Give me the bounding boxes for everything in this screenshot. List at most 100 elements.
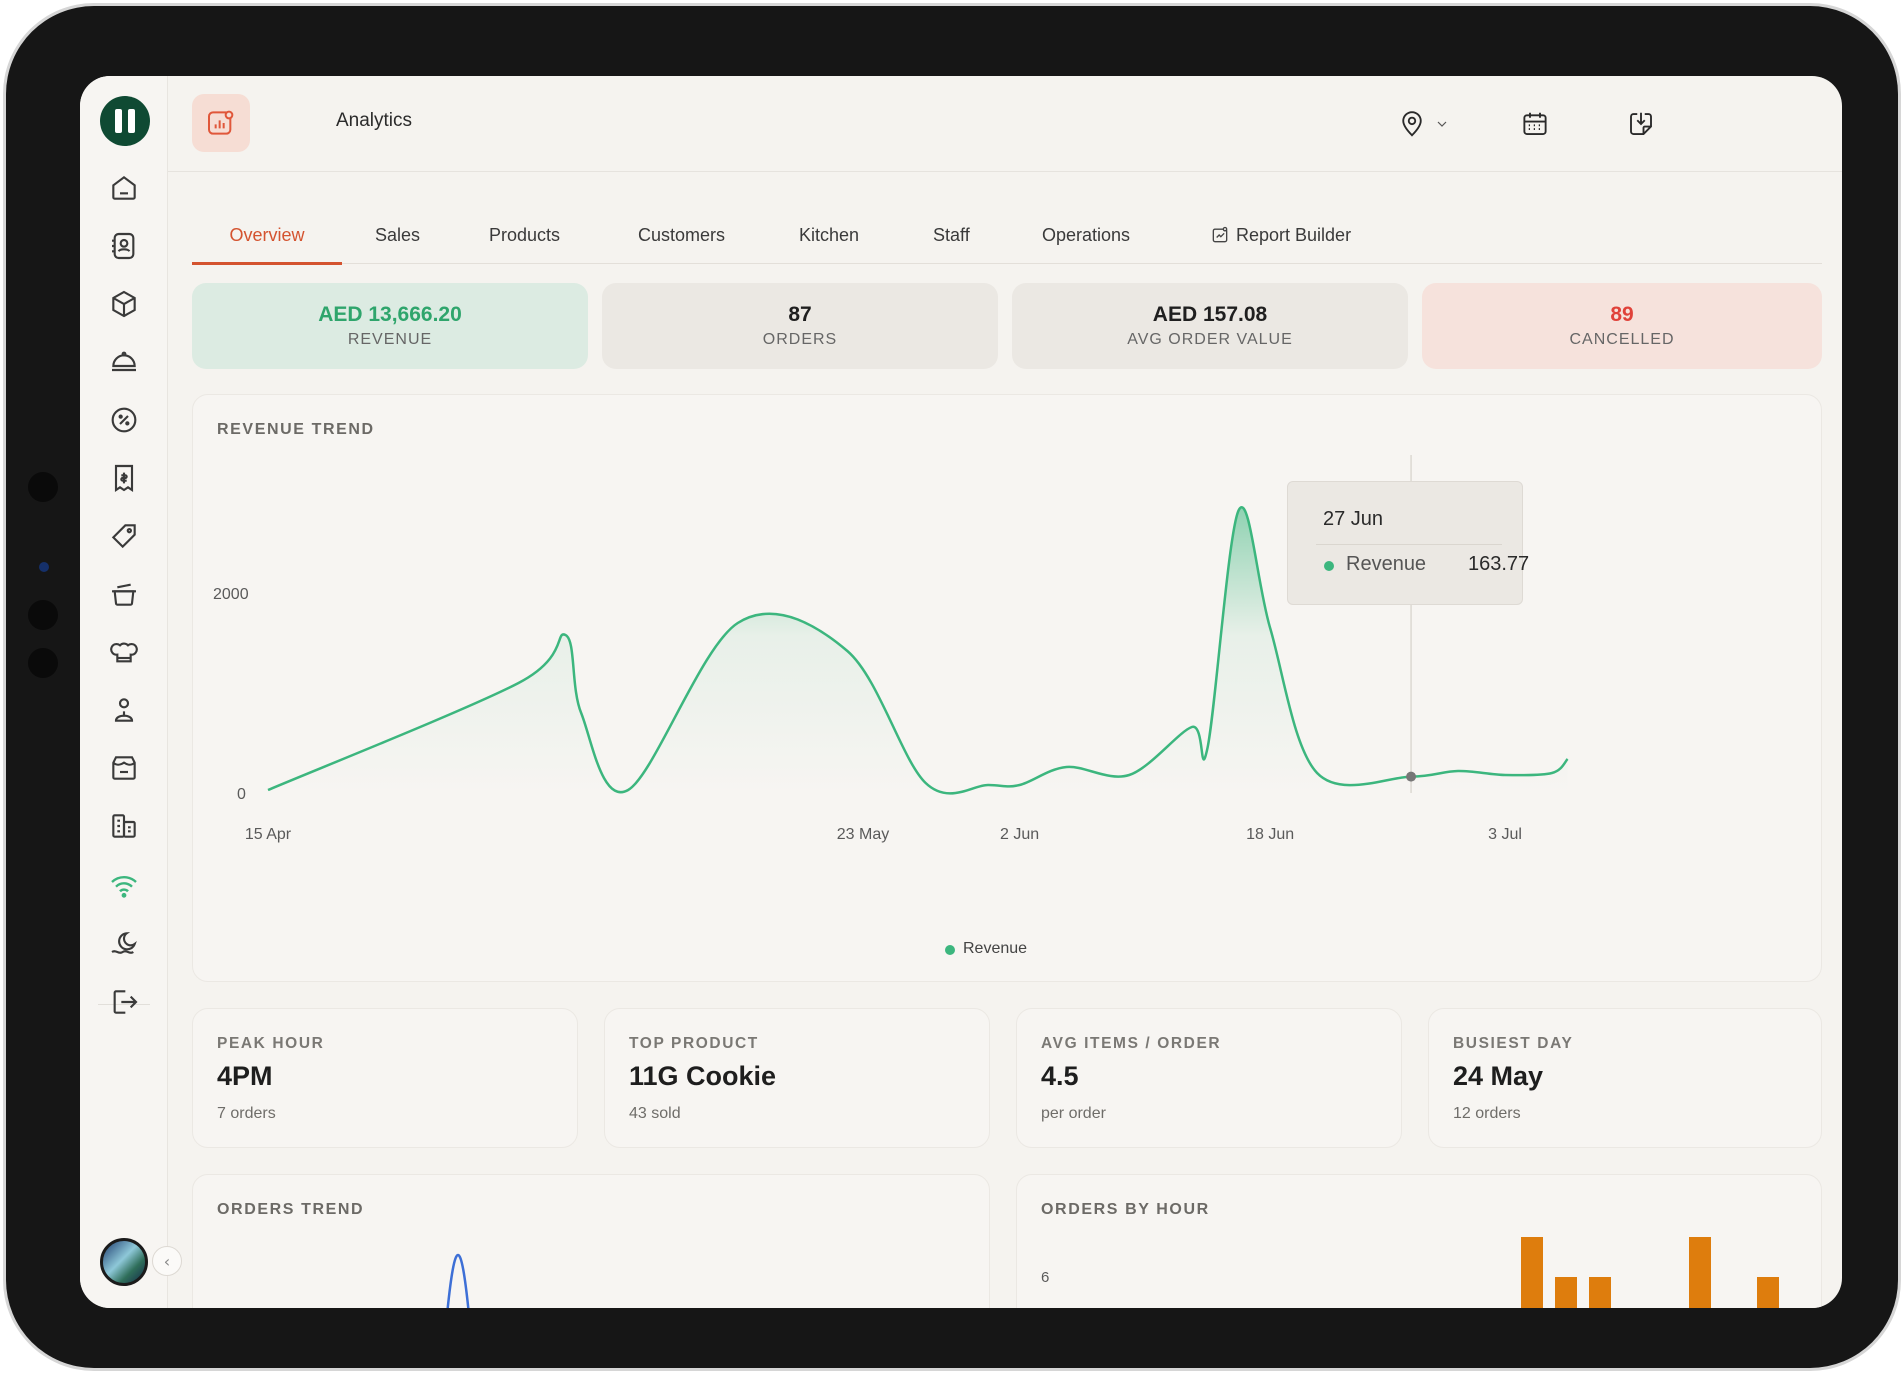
kpi-value: AED 13,666.20: [318, 303, 462, 326]
revenue-trend-card: REVENUE TREND 0 2000 15 Apr 23 May 2 Jun 18 J…: [192, 394, 1822, 982]
stat-label: TOP PRODUCT: [629, 1035, 759, 1052]
tab-operations[interactable]: Operations: [1042, 224, 1131, 245]
kpi-label: CANCELLED: [1569, 331, 1675, 348]
stat-card-busiest-day: BUSIEST DAY 24 May 12 orders: [1428, 1008, 1822, 1148]
report-icon: [1212, 226, 1228, 243]
receipt-icon[interactable]: [104, 458, 144, 498]
tooltip-series-name: Revenue: [1346, 553, 1427, 575]
stat-value: 11G Cookie: [629, 1061, 777, 1091]
stat-card-peak-hour: PEAK HOUR 4PM 7 orders: [192, 1008, 578, 1148]
page-title: Analytics: [336, 110, 413, 131]
tooltip-value: 163.77: [1468, 553, 1530, 575]
card-title: ORDERS TREND: [217, 1201, 365, 1218]
tab-overview[interactable]: Overview: [192, 206, 342, 265]
user-avatar[interactable]: [100, 1238, 148, 1286]
calendar-icon[interactable]: [1515, 104, 1555, 144]
buildings-icon[interactable]: [104, 806, 144, 846]
side-sensor: [28, 600, 58, 630]
hour-bar[interactable]: [1521, 1237, 1543, 1308]
discount-icon[interactable]: [104, 400, 144, 440]
x-tick-label: 15 Apr: [245, 826, 292, 843]
tab-customers[interactable]: Customers: [638, 224, 726, 245]
stat-card-avg-items: AVG ITEMS / ORDER 4.5 per order: [1016, 1008, 1402, 1148]
staff-icon[interactable]: [104, 690, 144, 730]
sidebar: [80, 76, 168, 1308]
kpi-value: 89: [1610, 303, 1634, 326]
orders-trend-chart[interactable]: [193, 1175, 991, 1308]
card-title: REVENUE TREND: [217, 421, 375, 438]
kpi-label: AVG ORDER VALUE: [1127, 331, 1293, 348]
stat-subtext: 43 sold: [629, 1105, 681, 1122]
legend-dot: [945, 945, 955, 955]
stat-label: AVG ITEMS / ORDER: [1041, 1035, 1222, 1052]
side-sensor: [28, 648, 58, 678]
tab-report-builder[interactable]: Report Builder: [1210, 206, 1351, 264]
stat-value: 24 May: [1453, 1061, 1544, 1091]
night-mode-icon[interactable]: [104, 924, 144, 964]
kpi-avg-order-value: AED 157.08 AVG ORDER VALUE: [1012, 283, 1408, 369]
chart-tooltip: 27 Jun Revenue 163.77: [1287, 481, 1529, 605]
tag-icon[interactable]: [104, 516, 144, 556]
wifi-icon[interactable]: [104, 866, 144, 906]
revenue-chart[interactable]: 0 2000 15 Apr 23 May 2 Jun 18 Jun 3 Jul: [193, 395, 1823, 983]
app-screen: ‹ Analytics Overview Sales Produc: [80, 76, 1842, 1308]
kpi-value: AED 157.08: [1152, 303, 1268, 326]
orders-trend-card: ORDERS TREND: [192, 1174, 990, 1308]
orders-by-hour-card: ORDERS BY HOUR 6: [1016, 1174, 1822, 1308]
y-tick-label: 0: [237, 786, 246, 803]
orders-trend-line: [446, 1254, 470, 1308]
stat-subtext: per order: [1041, 1105, 1106, 1122]
logout-icon[interactable]: [104, 982, 144, 1022]
kpi-label: ORDERS: [762, 331, 838, 348]
x-tick-label: 3 Jul: [1488, 826, 1522, 843]
tab-products[interactable]: Products: [489, 224, 561, 245]
app-logo[interactable]: [100, 96, 150, 146]
chevron-left-icon: ‹: [163, 1251, 171, 1271]
card-title: ORDERS BY HOUR: [1041, 1201, 1210, 1218]
x-tick-label: 2 Jun: [1000, 826, 1039, 843]
top-bar: Analytics: [168, 76, 1842, 172]
revenue-line: [267, 506, 1569, 795]
side-camera: [28, 472, 58, 502]
hover-point[interactable]: [1406, 771, 1417, 782]
x-tick-label: 23 May: [837, 826, 889, 843]
collapse-sidebar-button[interactable]: ‹: [152, 1246, 182, 1276]
chef-hat-icon[interactable]: [104, 632, 144, 672]
x-tick-label: 18 Jun: [1246, 826, 1294, 843]
tablet-frame: ‹ Analytics Overview Sales Produc: [6, 6, 1898, 1368]
side-sensor: [39, 562, 49, 572]
contacts-icon[interactable]: [104, 226, 144, 266]
export-icon[interactable]: [1621, 104, 1661, 144]
kpi-label: REVENUE: [347, 331, 433, 348]
tab-bar: Overview Sales Products Customers Kitche…: [192, 206, 1822, 265]
tab-sales[interactable]: Sales: [375, 224, 421, 245]
stat-value: 4.5: [1041, 1061, 1079, 1091]
analytics-icon: [192, 94, 250, 152]
tab-staff[interactable]: Staff: [933, 224, 970, 245]
tooltip-date: 27 Jun: [1323, 508, 1384, 530]
tooltip-divider: [1316, 544, 1502, 545]
hour-bar[interactable]: [1555, 1277, 1577, 1308]
y-tick-label: 6: [1041, 1269, 1050, 1286]
kpi-orders: 87 ORDERS: [602, 283, 998, 369]
tab-kitchen[interactable]: Kitchen: [799, 224, 860, 245]
stat-card-top-product: TOP PRODUCT 11G Cookie 43 sold: [604, 1008, 990, 1148]
cloche-icon[interactable]: [104, 342, 144, 382]
hour-bar[interactable]: [1757, 1277, 1779, 1308]
pot-icon[interactable]: [104, 574, 144, 614]
hour-bar[interactable]: [1589, 1277, 1611, 1308]
legend-label: Revenue: [963, 940, 1028, 957]
stat-label: BUSIEST DAY: [1453, 1035, 1574, 1052]
kpi-cancelled: 89 CANCELLED: [1422, 283, 1822, 369]
home-icon[interactable]: [104, 168, 144, 208]
kpi-revenue: AED 13,666.20 REVENUE: [192, 283, 588, 369]
chevron-down-icon[interactable]: [1430, 104, 1454, 144]
location-icon[interactable]: [1392, 104, 1432, 144]
stat-label: PEAK HOUR: [217, 1035, 325, 1052]
stat-value: 4PM: [217, 1061, 273, 1091]
stat-subtext: 7 orders: [217, 1105, 276, 1122]
revenue-area: [268, 507, 1568, 794]
hour-bar[interactable]: [1689, 1237, 1711, 1308]
box-icon[interactable]: [104, 284, 144, 324]
store-icon[interactable]: [104, 748, 144, 788]
